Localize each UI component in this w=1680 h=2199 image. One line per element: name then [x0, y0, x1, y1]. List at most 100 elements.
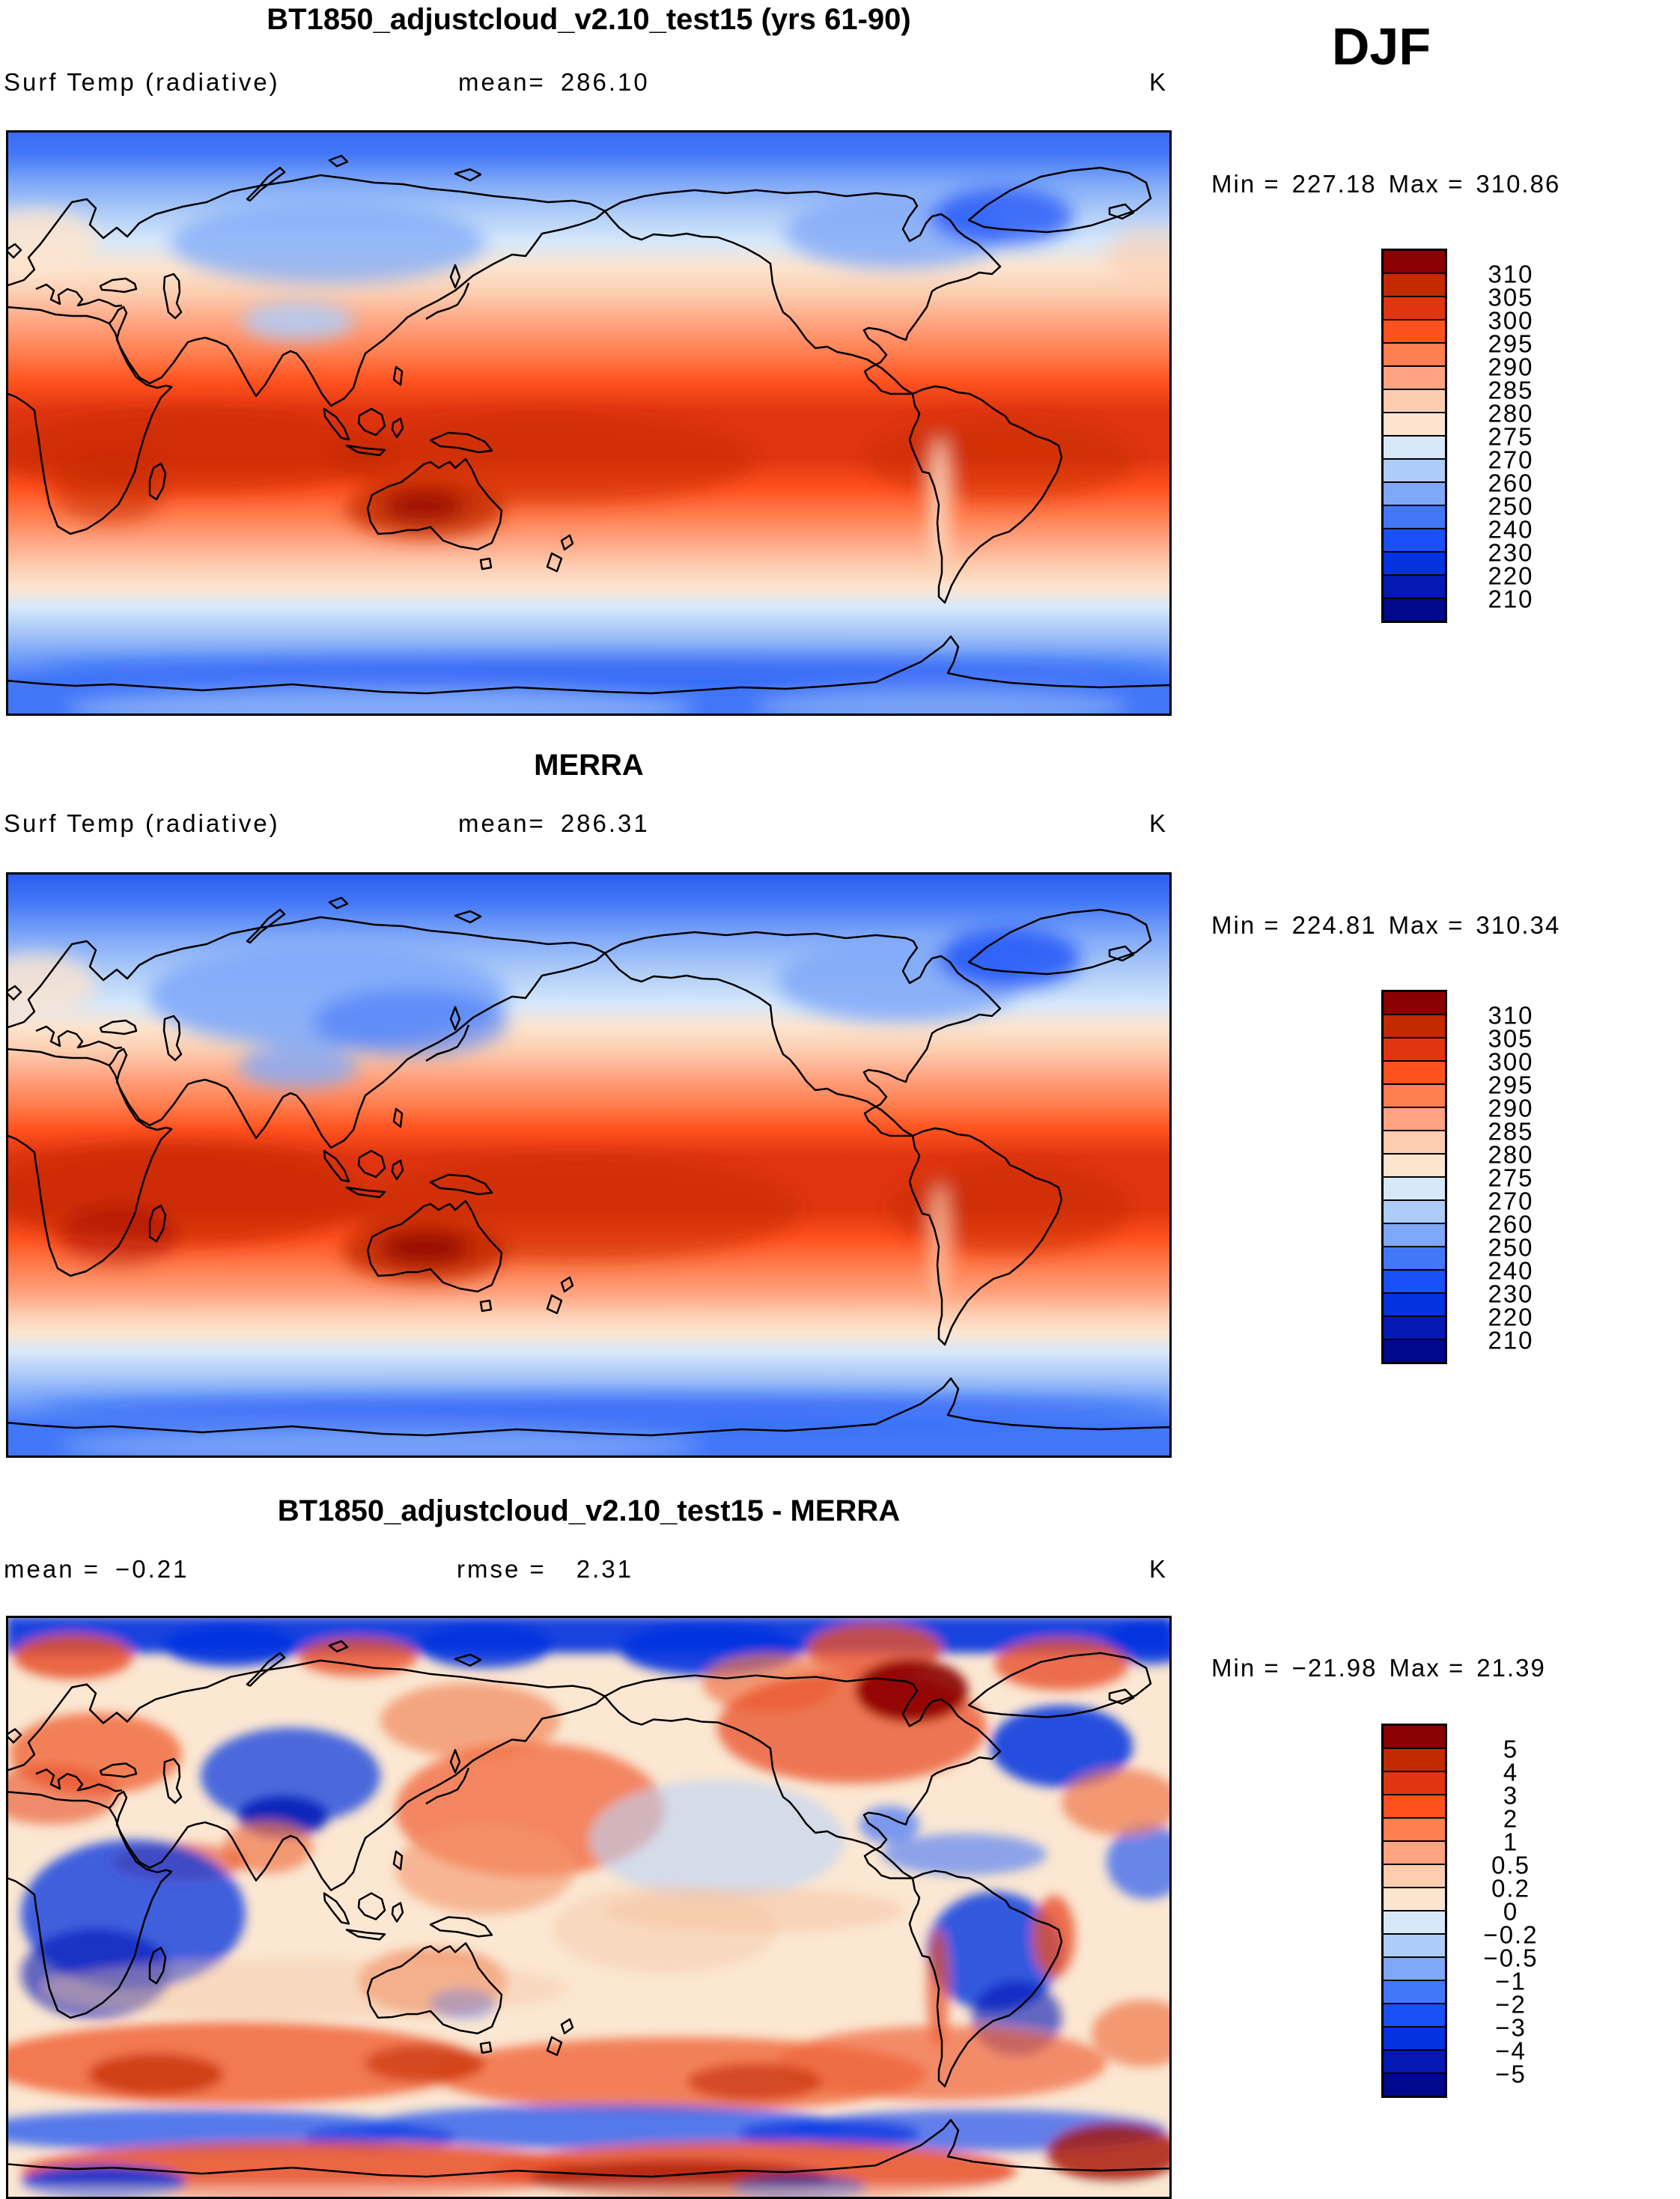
- colorbar-segment: [1384, 576, 1445, 599]
- panel1-min-label: Min =: [1211, 170, 1280, 198]
- colorbar-segment: [1384, 1131, 1445, 1155]
- panel3-rmse-label: rmse =: [457, 1555, 547, 1583]
- colorbar-segment: [1384, 1935, 1445, 1958]
- colorbar-segment: [1384, 2074, 1445, 2096]
- colorbar-segment: [1384, 1224, 1445, 1247]
- colorbar-tick-label: 300: [1488, 1047, 1534, 1076]
- panel2-minmax: Min = 224.81 Max = 310.34: [1211, 910, 1560, 940]
- colorbar-segment: [1384, 1294, 1445, 1317]
- colorbar-tick-label: 5: [1503, 1735, 1519, 1763]
- colorbar-tick-label: −3: [1495, 2013, 1527, 2042]
- panel3-map-svg: [6, 1616, 1172, 2199]
- colorbar-tick-label: 300: [1488, 306, 1534, 335]
- panel1-max-label: Max =: [1388, 170, 1464, 198]
- colorbar-tick-label: 1: [1503, 1828, 1519, 1856]
- colorbar-tick-label: 250: [1488, 492, 1534, 520]
- panel3-rmse-value: 2.31: [576, 1555, 634, 1583]
- colorbar-segment: [1384, 413, 1445, 437]
- panel1-field-anomaly-blobs: [6, 188, 1172, 716]
- colorbar-segment: [1384, 992, 1445, 1015]
- colorbar-segment: [1384, 1842, 1445, 1865]
- colorbar-segment: [1384, 297, 1445, 320]
- colorbar-tick-label: −5: [1495, 2060, 1527, 2088]
- colorbar-segment: [1384, 1062, 1445, 1085]
- colorbar-tick-label: 295: [1488, 329, 1534, 358]
- panel1-min-value: 227.18: [1291, 170, 1377, 198]
- colorbar-tick-label: 290: [1488, 1094, 1534, 1122]
- panel3-units-label: K: [1148, 1555, 1168, 1583]
- panel3-min-label: Min =: [1211, 1654, 1280, 1682]
- panel2-mean-value: 286.31: [560, 809, 650, 837]
- panel3-min-value: −21.98: [1291, 1654, 1378, 1682]
- panel1-title: BT1850_adjustcloud_v2.10_test15 (yrs 61-…: [267, 3, 911, 36]
- colorbar-tick-label: 240: [1488, 1256, 1534, 1285]
- colorbar-tick-label: 250: [1488, 1233, 1534, 1262]
- colorbar-segment: [1384, 251, 1445, 274]
- panel1-variable-label: Surf Temp (radiative): [4, 68, 280, 96]
- colorbar-tick-label: 0: [1503, 1897, 1519, 1926]
- colorbar-tick-label: 270: [1488, 1187, 1534, 1215]
- panel1-colorbar: 310 305 300 295 290 285 280 275 270 260 250 240 230 2…: [1381, 249, 1591, 623]
- colorbar-tick-label: 0.5: [1491, 1851, 1530, 1879]
- colorbar-segment: [1384, 1772, 1445, 1795]
- colorbar-segment: [1384, 1201, 1445, 1224]
- colorbar-tick-label: 220: [1488, 1303, 1534, 1331]
- panel1-units-label: K: [1148, 68, 1168, 96]
- colorbar-segment: [1384, 367, 1445, 390]
- panel2-map-frame: [6, 872, 1172, 1458]
- colorbar-segment: [1384, 1038, 1445, 1062]
- colorbar-tick-label: −4: [1495, 2037, 1527, 2065]
- panel3-minmax: Min = −21.98 Max = 21.39: [1211, 1653, 1546, 1683]
- colorbar-tick-label: 285: [1488, 1117, 1534, 1146]
- panel2-variable-label: Surf Temp (radiative): [4, 809, 280, 837]
- panel2-map-svg: [6, 872, 1172, 1458]
- panel2-min-label: Min =: [1211, 911, 1280, 939]
- colorbar-tick-label: 210: [1488, 585, 1534, 613]
- panel3-mean: mean = −0.21: [4, 1554, 189, 1584]
- colorbar-tick-label: 290: [1488, 353, 1534, 381]
- colorbar-segment: [1384, 437, 1445, 460]
- colorbar-tick-label: 3: [1503, 1781, 1519, 1810]
- panel1-max-value: 310.86: [1476, 170, 1561, 198]
- colorbar-segment: [1384, 483, 1445, 506]
- colorbar-segment: [1384, 460, 1445, 483]
- panel2-colorbar: 310 305 300 295 290 285 280 275 270 260 250 240 230 2…: [1381, 990, 1591, 1364]
- panel2-max-value: 310.34: [1476, 911, 1561, 939]
- colorbar-tick-label: 220: [1488, 562, 1534, 590]
- colorbar-tick-label: 280: [1488, 1140, 1534, 1169]
- panel2-title: MERRA: [534, 749, 644, 782]
- panel3-map-frame: [6, 1616, 1172, 2199]
- colorbar-segment: [1384, 1317, 1445, 1340]
- colorbar-tick-label: 305: [1488, 1024, 1534, 1053]
- colorbar-segment: [1384, 1865, 1445, 1888]
- colorbar-segment: [1384, 1819, 1445, 1842]
- colorbar-segment: [1384, 599, 1445, 621]
- panel3-difference-blobs: [6, 1616, 1172, 2199]
- colorbar-tick-label: 210: [1488, 1326, 1534, 1354]
- colorbar-tick-label: 260: [1488, 1210, 1534, 1238]
- colorbar-tick-label: 230: [1488, 1280, 1534, 1308]
- colorbar-tick-label: −2: [1495, 1990, 1527, 2019]
- colorbar-segment: [1384, 1981, 1445, 2004]
- colorbar-segment: [1384, 1155, 1445, 1178]
- colorbar-segment: [1384, 1958, 1445, 1981]
- panel1-mean-label: mean=: [458, 68, 546, 96]
- panel2-max-label: Max =: [1388, 911, 1464, 939]
- colorbar-segment: [1384, 553, 1445, 576]
- colorbar-tick-label: −1: [1495, 1967, 1527, 1995]
- colorbar-tick-label: 240: [1488, 515, 1534, 544]
- colorbar-tick-label: 270: [1488, 445, 1534, 474]
- panel3-rmse: rmse = 2.31: [457, 1554, 633, 1584]
- colorbar-tick-label: 305: [1488, 283, 1534, 311]
- colorbar-segment: [1384, 274, 1445, 297]
- panel3-max-label: Max =: [1389, 1654, 1465, 1682]
- panel3-mean-value: −0.21: [115, 1555, 189, 1583]
- colorbar-tick-label: 4: [1503, 1758, 1519, 1786]
- colorbar-tick-label: 280: [1488, 399, 1534, 428]
- panel3-mean-label: mean =: [4, 1555, 100, 1583]
- panel1-map-frame: [6, 130, 1172, 716]
- colorbar-segment: [1384, 1340, 1445, 1362]
- colorbar-tick-label: −0.5: [1483, 1944, 1539, 1972]
- panel3-colorbar-swatches: [1381, 1724, 1447, 2098]
